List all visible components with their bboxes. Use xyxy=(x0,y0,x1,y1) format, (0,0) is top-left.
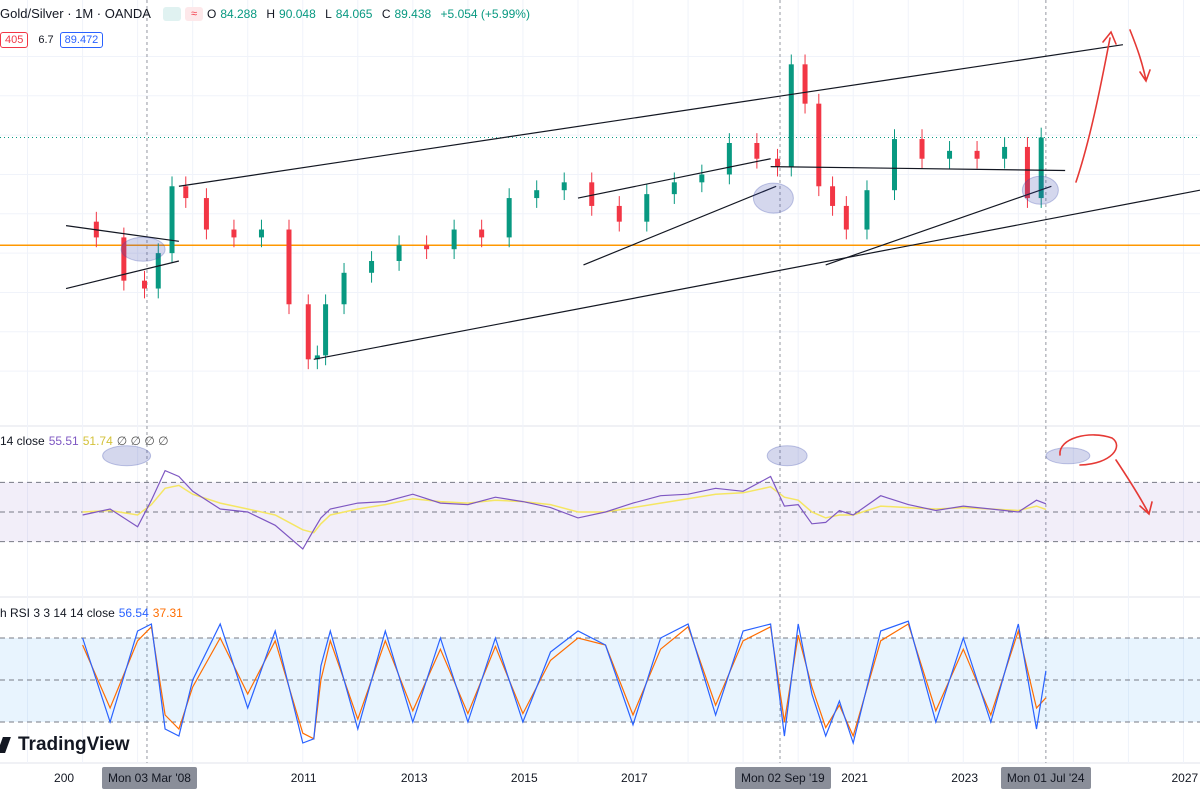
stoch-pane[interactable] xyxy=(0,620,1200,746)
x-axis-date-tag: Mon 01 Jul '24 xyxy=(1000,767,1091,789)
rsi-arrow-annotation xyxy=(1115,459,1153,516)
rsi-line xyxy=(82,469,1047,550)
rsi-highlight-2019 xyxy=(766,445,808,467)
candle-body xyxy=(141,280,147,289)
candle-body xyxy=(479,229,485,238)
symbol-title[interactable]: Gold/Silver · 1M · OANDA xyxy=(0,6,151,21)
candle-body xyxy=(203,198,209,230)
candle-body xyxy=(258,229,264,238)
arrow-up-annotation xyxy=(1075,30,1117,183)
price-legend: Gold/Silver · 1M · OANDA ≈ O 84.288 H 90.0… xyxy=(0,6,540,21)
rsi-ma-value: 51.74 xyxy=(82,434,113,448)
wedge-upper-trendline xyxy=(577,158,771,199)
candle-body xyxy=(947,150,953,159)
grid-lines xyxy=(0,0,1200,764)
candle-body xyxy=(323,304,329,356)
candle-body xyxy=(616,205,622,222)
ohlc-values: O 84.288 H 90.048 L 84.065 C 89.438 +5.054 (… xyxy=(206,6,530,21)
x-axis-label: 2023 xyxy=(951,771,978,785)
stoch-k-value: 56.54 xyxy=(118,606,149,620)
candle-body xyxy=(341,272,347,305)
drawings xyxy=(65,29,1200,516)
rsi-value: 55.51 xyxy=(48,434,79,448)
candle-body xyxy=(919,139,925,159)
rsi-highlight-2024 xyxy=(1045,447,1091,465)
candle-body xyxy=(864,190,870,230)
x-axis-label: 2011 xyxy=(290,771,317,785)
rsi-circle-annotation xyxy=(1059,434,1118,466)
x-axis-date-tag: Mon 02 Sep '19 xyxy=(735,767,831,789)
triangle-lower-trendline xyxy=(65,260,180,290)
rsi-ma-line xyxy=(82,484,1047,534)
candle-body xyxy=(974,150,980,159)
price-pane[interactable] xyxy=(0,54,1200,370)
bid-pill[interactable]: 405 xyxy=(0,32,29,48)
x-axis-label: 2015 xyxy=(510,771,538,785)
tv-mark-icon xyxy=(0,737,11,753)
candle-body xyxy=(726,143,732,175)
candle-body xyxy=(534,190,540,199)
candle-body xyxy=(788,64,794,167)
x-axis-label: 2017 xyxy=(621,771,648,785)
stoch-d-value: 37.31 xyxy=(152,606,183,620)
candle-body xyxy=(699,174,705,183)
eye-toggle-icon[interactable] xyxy=(162,6,181,21)
candle-body xyxy=(754,143,760,159)
candle-body xyxy=(396,245,402,261)
candle-body xyxy=(183,186,189,199)
candle-body xyxy=(1024,146,1030,199)
x-axis-label: 2027 xyxy=(1171,771,1199,785)
candle-body xyxy=(155,253,161,289)
candle-body xyxy=(891,139,897,191)
highlight-2019 xyxy=(752,182,794,214)
candle-body xyxy=(369,261,375,273)
highlight-2024 xyxy=(1021,175,1059,205)
candle-body xyxy=(644,194,650,222)
candle-body xyxy=(775,158,781,167)
highlight-2008 xyxy=(120,236,166,262)
channel-upper-trendline xyxy=(178,44,1124,187)
x-axis-label: 2013 xyxy=(400,771,428,785)
candle-body xyxy=(561,182,567,191)
sub-values: 405 6.7 89.472 xyxy=(0,32,107,48)
stoch-k-line xyxy=(82,620,1047,746)
candle-body xyxy=(589,182,595,206)
candle-body xyxy=(816,103,822,187)
candle-body xyxy=(830,186,836,206)
x-axis-label: 2021 xyxy=(841,771,868,785)
candle-body xyxy=(286,229,292,305)
channel-lower-trendline xyxy=(313,189,1200,360)
candle-body xyxy=(802,64,808,104)
candle-body xyxy=(843,205,849,230)
rsi-highlight-2008 xyxy=(102,445,152,467)
candle-body xyxy=(506,198,512,238)
rsi-pane[interactable] xyxy=(0,469,1200,550)
candle-body xyxy=(305,304,311,360)
candle-body xyxy=(1038,137,1044,199)
rsi-legend: 14 close 55.51 51.74 ∅ ∅ ∅ ∅ xyxy=(0,434,169,448)
candle-body xyxy=(314,355,320,360)
candle-body xyxy=(121,237,127,281)
neckline-trendline xyxy=(770,166,1066,172)
stoch-legend: h RSI 3 3 14 14 close 56.54 37.31 xyxy=(0,606,183,620)
stoch-d-line xyxy=(82,623,1047,740)
candle-body xyxy=(451,229,457,250)
arrow-down-annotation xyxy=(1129,29,1151,83)
candle-body xyxy=(169,186,175,254)
candle-body xyxy=(671,182,677,195)
candle-body xyxy=(424,245,430,250)
candle-body xyxy=(231,229,237,238)
x-axis-label: 200 xyxy=(54,771,75,785)
ask-pill[interactable]: 89.472 xyxy=(59,32,104,48)
wave-icon[interactable]: ≈ xyxy=(184,6,203,21)
wedge-lower-trendline xyxy=(583,185,777,266)
x-axis-date-tag: Mon 03 Mar '08 xyxy=(101,767,197,789)
candle-body xyxy=(1002,146,1008,159)
rising-support-trendline xyxy=(825,185,1052,266)
triangle-upper-trendline xyxy=(65,225,179,242)
spread-value: 6.7 xyxy=(38,34,54,46)
tradingview-logo[interactable]: TradingView xyxy=(0,734,130,756)
